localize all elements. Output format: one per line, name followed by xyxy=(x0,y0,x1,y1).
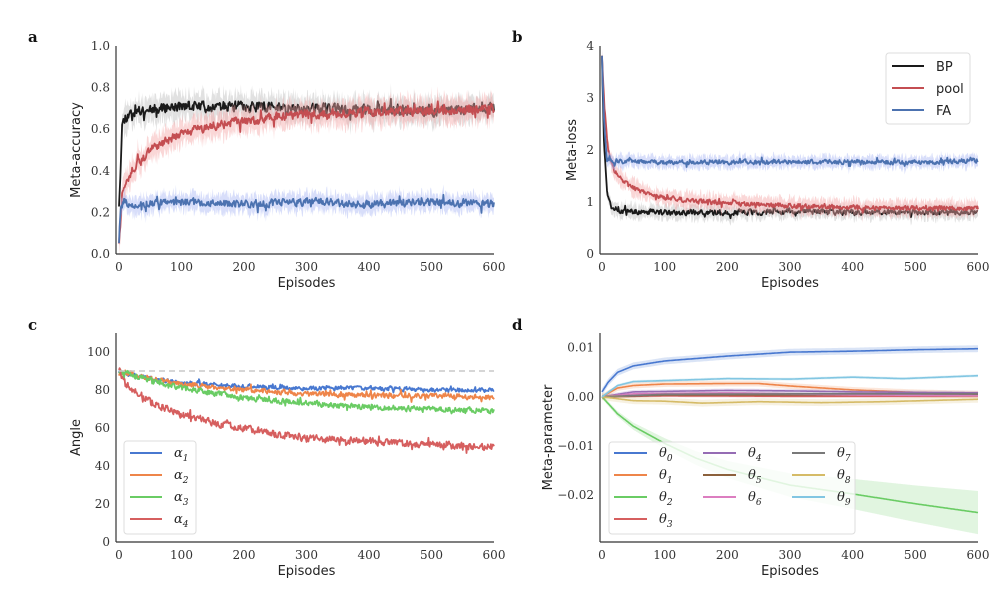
x-tick-label: 300 xyxy=(779,260,802,274)
y-tick-label: 0.4 xyxy=(91,164,110,178)
x-tick-label: 0 xyxy=(115,548,123,562)
series-line-fa xyxy=(118,193,495,244)
x-axis-label: Episodes xyxy=(278,276,336,291)
legend-label: FA xyxy=(936,104,951,119)
y-tick-label: 0.2 xyxy=(91,205,110,219)
series-line-θ0 xyxy=(601,347,979,393)
x-tick-label: 100 xyxy=(170,548,193,562)
legend: BP pool FA xyxy=(885,52,971,125)
x-tick-label: 400 xyxy=(358,260,381,274)
x-tick-label: 300 xyxy=(295,548,318,562)
x-tick-label: 100 xyxy=(653,260,676,274)
panel-b-meta-loss: 0 100 200 300 400 500 600 0 1 2 3 4 Episodes Meta-los… xyxy=(565,39,989,291)
legend-frame xyxy=(885,52,971,125)
x-tick-label: 400 xyxy=(841,260,864,274)
y-tick-label: 80 xyxy=(95,383,110,397)
y-tick-label: 0.8 xyxy=(91,81,110,95)
panel-a-meta-accuracy: 0 100 200 300 400 500 600 0.0 0.2 0.4 0.6 0.8 1.0 Epi… xyxy=(69,39,505,291)
x-tick-label: 500 xyxy=(420,260,443,274)
y-tick-label: 0.00 xyxy=(567,390,594,404)
y-axis-label: Angle xyxy=(69,419,84,456)
y-tick-label: 0.6 xyxy=(91,122,110,136)
series-band-fa xyxy=(119,184,494,248)
x-tick-label: 500 xyxy=(904,260,927,274)
panel-label-b: b xyxy=(512,28,523,46)
y-tick-label: 0 xyxy=(586,247,594,261)
x-axis-label: Episodes xyxy=(278,564,336,579)
x-tick-label: 400 xyxy=(841,548,864,562)
series-line-α4 xyxy=(118,367,495,454)
legend-frame xyxy=(608,441,856,535)
y-tick-label: 3 xyxy=(586,91,594,105)
series-line-θ8 xyxy=(601,396,979,404)
x-axis-label: Episodes xyxy=(761,276,819,291)
series-line-θ3 xyxy=(601,395,979,398)
panel-label-d: d xyxy=(512,316,523,334)
x-tick-label: 200 xyxy=(233,548,256,562)
y-tick-label: 2 xyxy=(586,143,594,157)
legend-label: pool xyxy=(936,82,964,97)
series-group xyxy=(118,367,495,454)
y-axis-label: Meta-loss xyxy=(565,119,580,181)
x-tick-label: 200 xyxy=(233,260,256,274)
series-line-bp xyxy=(601,55,979,220)
x-tick-label: 200 xyxy=(716,548,739,562)
x-tick-label: 0 xyxy=(598,260,606,274)
y-tick-label: 0 xyxy=(102,535,110,549)
x-tick-label: 500 xyxy=(420,548,443,562)
y-tick-label: 0.0 xyxy=(91,247,110,261)
y-tick-label: 1.0 xyxy=(91,39,110,53)
series-line-α3 xyxy=(118,368,495,415)
x-tick-label: 400 xyxy=(358,548,381,562)
series-group xyxy=(118,83,495,258)
series-band-θ1 xyxy=(602,380,978,400)
series-band-bp xyxy=(119,83,494,217)
series-line-θ7 xyxy=(601,393,979,398)
panel-d-meta-parameter: 0 100 200 300 400 500 600 −0.02 −0.01 0.00 0.01 Epi… xyxy=(541,333,989,579)
y-tick-label: 40 xyxy=(95,459,110,473)
legend-label: BP xyxy=(936,60,953,75)
x-tick-label: 200 xyxy=(716,260,739,274)
y-tick-label: 4 xyxy=(586,39,594,53)
x-tick-label: 600 xyxy=(967,260,990,274)
series-group xyxy=(601,345,979,535)
y-axis-label: Meta-parameter xyxy=(541,384,556,490)
series-group xyxy=(601,48,979,226)
panel-label-c: c xyxy=(28,316,37,334)
x-tick-label: 600 xyxy=(967,548,990,562)
x-axis-label: Episodes xyxy=(761,564,819,579)
series-line-α2 xyxy=(118,369,495,403)
y-tick-label: −0.01 xyxy=(557,439,594,453)
y-axis-label: Meta-accuracy xyxy=(69,102,84,198)
panel-c-angle: 0 100 200 300 400 500 600 0 20 40 60 80 100 Episodes A… xyxy=(69,333,505,579)
series-line-θ4 xyxy=(601,389,979,398)
x-tick-label: 0 xyxy=(598,548,606,562)
y-tick-label: 100 xyxy=(87,345,110,359)
x-tick-label: 600 xyxy=(483,260,506,274)
series-line-θ9 xyxy=(601,374,979,398)
y-tick-label: 20 xyxy=(95,497,110,511)
y-tick-label: 60 xyxy=(95,421,110,435)
legend-frame xyxy=(123,440,197,535)
y-tick-label: 0.01 xyxy=(567,341,594,355)
series-line-pool xyxy=(118,100,495,244)
x-tick-label: 100 xyxy=(170,260,193,274)
x-tick-label: 0 xyxy=(115,260,123,274)
x-tick-label: 600 xyxy=(483,548,506,562)
series-line-pool xyxy=(601,55,979,214)
y-tick-label: −0.02 xyxy=(557,488,594,502)
x-tick-label: 100 xyxy=(653,548,676,562)
x-tick-label: 500 xyxy=(904,548,927,562)
series-line-fa xyxy=(601,55,979,168)
y-tick-label: 1 xyxy=(586,195,594,209)
x-tick-label: 300 xyxy=(779,548,802,562)
x-tick-label: 300 xyxy=(295,260,318,274)
series-band-pool xyxy=(119,86,494,258)
panel-label-a: a xyxy=(28,28,38,46)
